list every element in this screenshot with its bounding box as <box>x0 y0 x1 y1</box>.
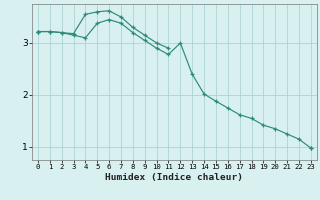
X-axis label: Humidex (Indice chaleur): Humidex (Indice chaleur) <box>105 173 244 182</box>
